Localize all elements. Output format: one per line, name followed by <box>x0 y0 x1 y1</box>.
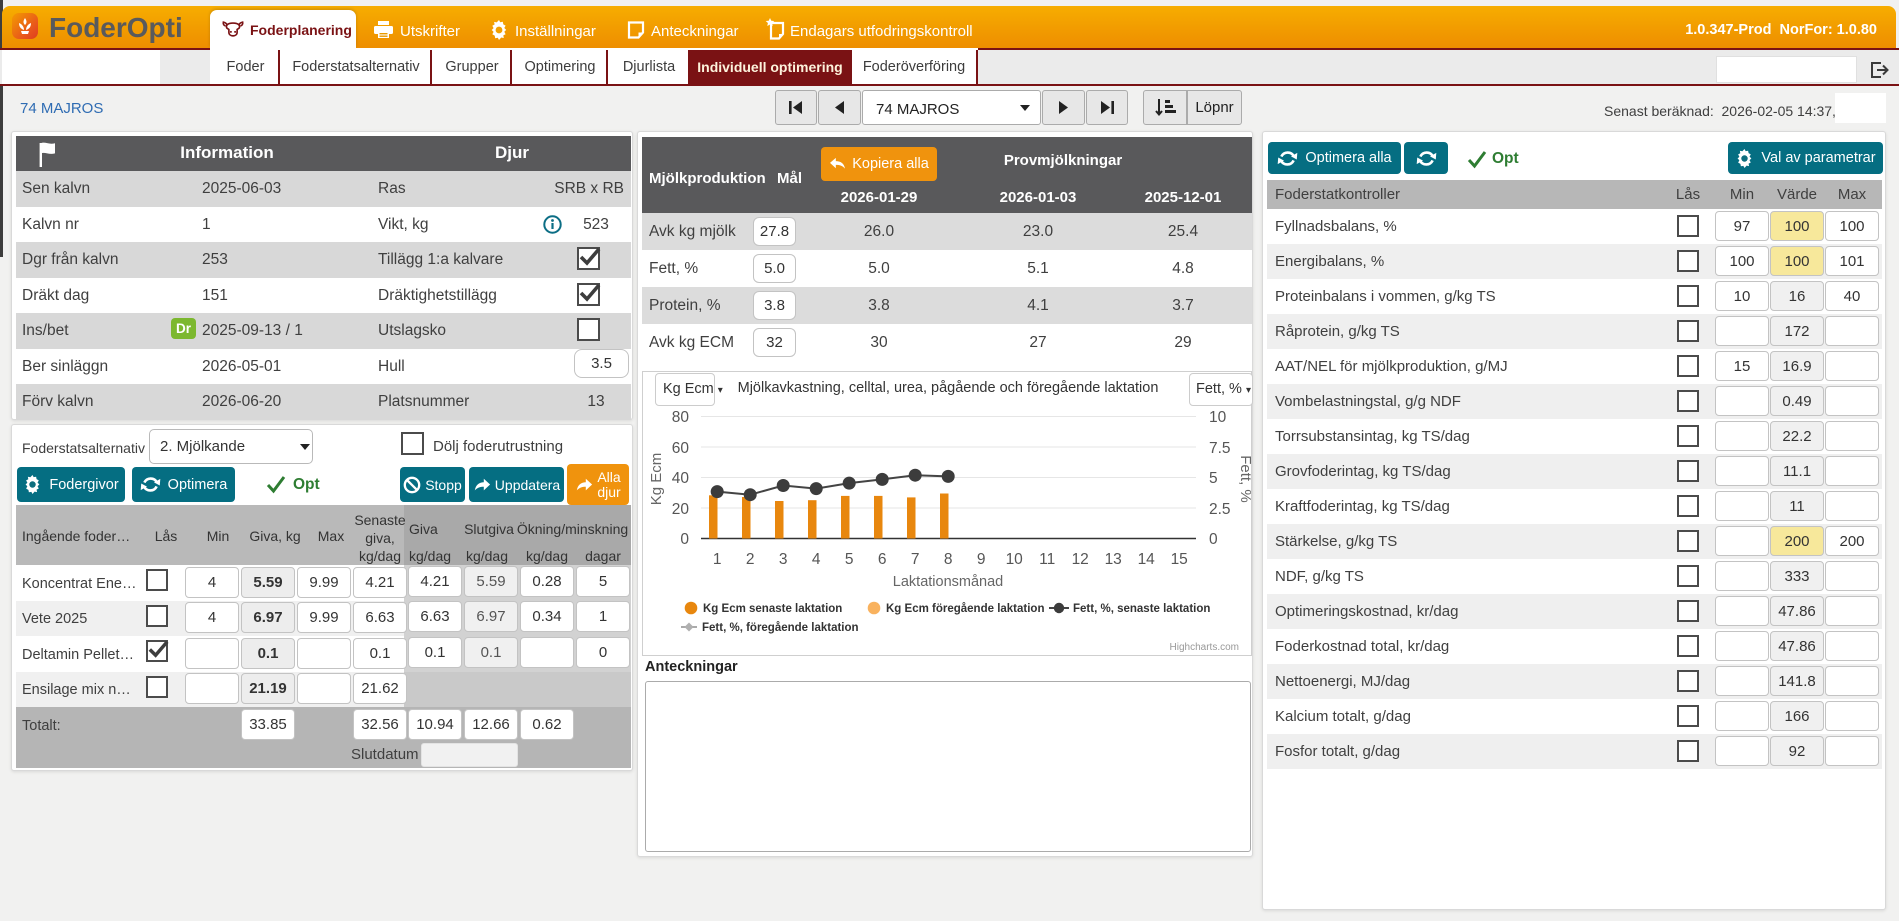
svg-text:7: 7 <box>911 551 920 568</box>
svg-text:2: 2 <box>746 551 755 568</box>
svg-text:2.5: 2.5 <box>1209 501 1231 518</box>
svg-text:Fett, %, senaste laktation: Fett, %, senaste laktation <box>1073 603 1210 615</box>
svg-text:10: 10 <box>1209 409 1227 426</box>
svg-text:8: 8 <box>944 551 953 568</box>
svg-text:11: 11 <box>1039 551 1055 568</box>
svg-text:7.5: 7.5 <box>1209 440 1231 457</box>
svg-text:5: 5 <box>1209 470 1218 487</box>
svg-text:13: 13 <box>1105 551 1122 568</box>
svg-text:1: 1 <box>713 551 722 568</box>
svg-text:60: 60 <box>672 440 690 457</box>
svg-text:0: 0 <box>680 531 689 548</box>
svg-text:10: 10 <box>1006 551 1024 568</box>
svg-text:Mjölkavkastning, celltal, urea: Mjölkavkastning, celltal, urea, pågående… <box>738 380 1159 396</box>
svg-text:15: 15 <box>1171 551 1188 568</box>
svg-text:0: 0 <box>1209 531 1218 548</box>
svg-text:Laktationsmånad: Laktationsmånad <box>893 574 1003 590</box>
svg-text:Kg Ecm senaste laktation: Kg Ecm senaste laktation <box>703 603 842 615</box>
svg-text:Fett, %, föregående laktation: Fett, %, föregående laktation <box>702 622 859 634</box>
svg-text:Fett, %: Fett, % <box>1237 455 1251 503</box>
svg-text:4: 4 <box>812 551 821 568</box>
svg-text:Highcharts.com: Highcharts.com <box>1170 642 1239 653</box>
svg-text:6: 6 <box>878 551 887 568</box>
svg-text:20: 20 <box>672 501 690 518</box>
svg-text:40: 40 <box>672 470 690 487</box>
svg-text:80: 80 <box>672 409 690 426</box>
svg-text:9: 9 <box>977 551 986 568</box>
svg-text:Kg Ecm: Kg Ecm <box>648 453 665 506</box>
svg-text:5: 5 <box>845 551 854 568</box>
svg-text:14: 14 <box>1138 551 1156 568</box>
svg-text:3: 3 <box>779 551 788 568</box>
svg-text:Kg Ecm föregående laktation: Kg Ecm föregående laktation <box>886 603 1044 615</box>
svg-text:12: 12 <box>1072 551 1089 568</box>
